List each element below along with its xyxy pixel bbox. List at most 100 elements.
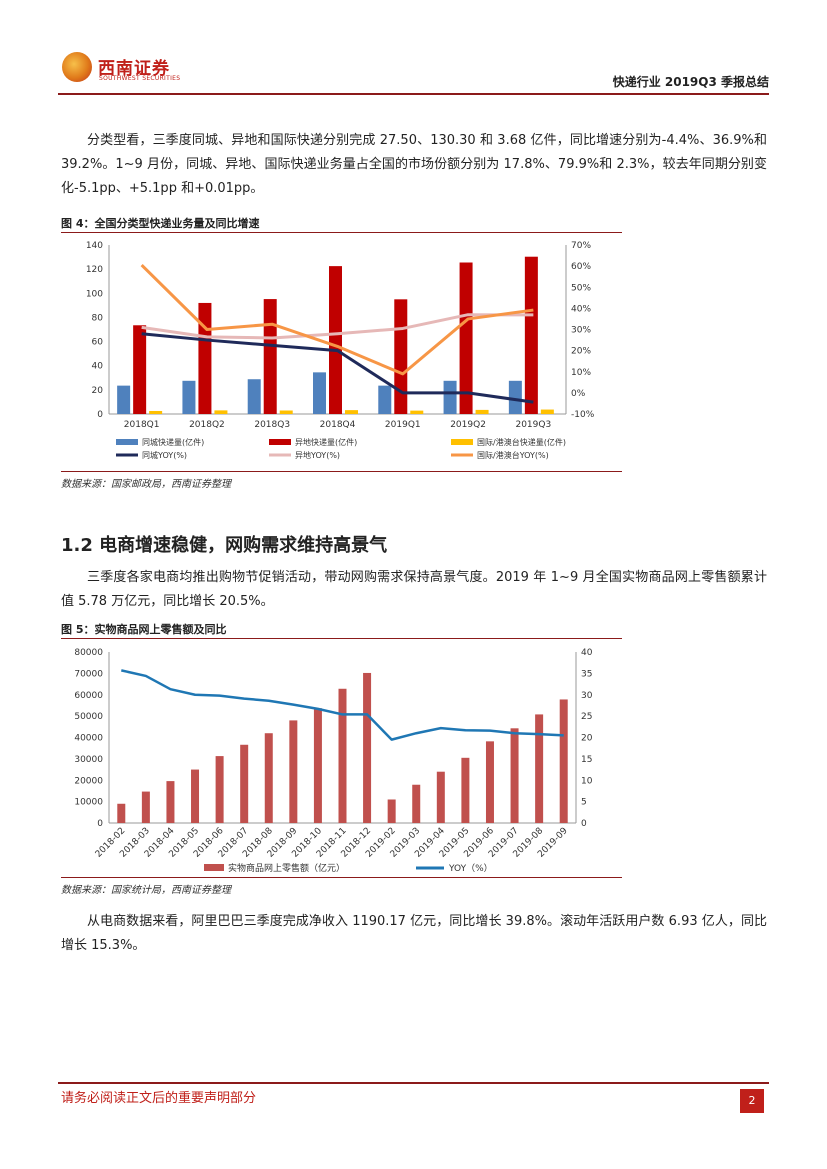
fig4-x-tick-label: 2018Q3 [254,420,290,430]
fig5-bar [289,720,298,823]
fig4-x-tick-label: 2018Q4 [320,420,356,430]
fig4-y-right-tick-label: -10% [571,410,595,420]
fig4-line-2 [141,313,534,340]
fig5-y-right-tick-label: 35 [581,669,592,679]
fig5-bar [461,757,470,823]
fig4-legend-swatch-bar-1 [116,439,138,445]
fig5-y-right-tick-label: 30 [581,691,593,701]
fig5-y-right-tick-label: 5 [581,798,587,808]
fig4-bar-3 [410,410,424,414]
fig5-y-right-tick-label: 15 [581,755,592,765]
figure-5-svg: 0 10000 20000 30000 40000 50000 60000 70000 8000… [74,648,593,874]
fig4-bar-2 [459,262,473,414]
fig5-bar [485,741,494,823]
figure-4-title: 图 4：全国分类型快递业务量及同比增速 [61,217,260,230]
figure-5-bottom-rule [61,877,622,878]
fig5-y-right-tick-label: 0 [581,819,587,829]
fig5-y-left-tick-label: 50000 [74,712,103,722]
fig4-bar-3 [214,410,228,414]
fig5-y-right-tick-label: 40 [581,648,593,658]
fig4-y-right-tick-label: 70% [571,241,591,251]
fig4-y-right-tick-label: 40% [571,304,591,314]
fig4-bar-3 [345,410,358,414]
fig4-y-right-tick-label: 60% [571,262,591,272]
brand-logo-subtext: SOUTHWEST SECURITIES [99,75,181,82]
fig4-y-left-tick-label: 100 [86,289,103,299]
fig4-bar-1 [182,380,196,414]
fig4-line-3 [140,264,534,376]
fig4-x-tick-label: 2019Q2 [450,420,486,430]
fig4-legend-label: 异地快递量(亿件) [295,437,357,447]
fig5-bar [117,803,126,823]
footer-notice: 请务必阅读正文后的重要声明部分 [61,1091,257,1106]
fig4-x-tick-label: 2018Q2 [189,420,225,430]
fig5-y-left-tick-label: 70000 [74,669,103,679]
fig4-legend-swatch-bar-3 [451,439,473,445]
fig5-bar [436,771,445,823]
fig4-bar-1 [443,380,457,414]
fig4-x-tick-label: 2019Q3 [515,420,551,430]
fig5-y-right-tick-label: 10 [581,776,593,786]
figure-4-svg: 0 20 40 60 80 100 120 140 -10% 0% 10% 20% 30% 40% 50% 6… [86,241,595,460]
fig5-bar [510,728,519,823]
fig4-bar-3 [149,410,163,414]
fig5-y-left-tick-label: 20000 [74,776,103,786]
fig4-y-right-tick-label: 0% [571,389,586,399]
fig4-bar-3 [475,409,489,414]
fig5-legend-label: YOY（%） [448,863,493,874]
fig5-y-right-tick-label: 20 [581,734,593,744]
fig4-bar-3 [279,410,293,414]
fig5-bar [141,791,150,823]
fig4-y-left-tick-label: 140 [86,241,103,251]
figure-5-chart: 0 10000 20000 30000 40000 50000 60000 70000 8000… [61,640,622,876]
fig5-bar [215,756,224,823]
paragraph-1-text: 分类型看，三季度同城、异地和国际快递分别完成 27.50、130.30 和 3.… [61,133,767,196]
fig4-bar-2 [394,299,408,414]
figure-5-top-rule [61,638,622,639]
fig5-bar [264,733,273,823]
paragraph-3: 从电商数据来看，阿里巴巴三季度完成净收入 1190.17 亿元，同比增长 39.… [61,910,767,958]
fig5-y-left-tick-label: 30000 [74,755,103,765]
fig5-bar [338,688,347,823]
fig5-bar [191,769,200,823]
figure-4-chart: 0 20 40 60 80 100 120 140 -10% 0% 10% 20% 30% 40% 50% 6… [61,234,622,470]
figure-4-top-rule [61,232,622,233]
fig4-bar-1 [378,385,392,414]
fig5-bar [240,744,249,823]
figure-5-source: 数据来源：国家统计局，西南证券整理 [61,885,231,896]
fig4-legend-label: 国际/港澳台快递量(亿件) [477,437,566,447]
fig4-legend-label: 异地YOY(%) [295,450,340,460]
fig4-bar-2 [198,302,212,414]
fig4-legend-label: 同城快递量(亿件) [142,437,204,447]
paragraph-2: 三季度各家电商均推出购物节促销活动，带动网购需求保持高景气度。2019 年 1~… [61,566,767,614]
fig5-y-right-tick-label: 25 [581,712,592,722]
report-title: 快递行业 2019Q3 季报总结 [612,75,769,89]
fig5-y-left-tick-label: 80000 [74,648,103,658]
section-heading: 1.2 电商增速稳健，网购需求维持高景气 [61,535,388,556]
footer-divider [58,1082,769,1084]
fig4-bar-2 [263,299,277,414]
fig5-bar [535,714,544,823]
fig4-line-1 [141,332,534,404]
fig5-bar [412,784,421,823]
fig5-bar [363,672,372,823]
fig4-y-left-tick-label: 20 [92,386,104,396]
figure-4-source: 数据来源：国家邮政局，西南证券整理 [61,479,231,490]
fig5-legend-label: 实物商品网上零售额（亿元） [228,862,345,874]
fig4-legend-label: 国际/港澳台YOY(%) [477,450,549,460]
brand-logo-text: 西南证券 [98,59,170,79]
fig5-legend-swatch-bar [204,864,224,871]
fig5-y-left-tick-label: 10000 [74,798,103,808]
fig4-bar-2 [524,256,538,414]
header-divider [58,93,769,95]
fig4-bar-1 [117,385,131,414]
fig5-bar [387,799,396,823]
fig4-y-left-tick-label: 40 [92,362,104,372]
fig4-bar-1 [247,379,261,414]
fig4-bar-1 [313,372,326,414]
fig4-legend-label: 同城YOY(%) [142,451,187,460]
fig4-y-right-tick-label: 50% [571,283,591,293]
fig4-x-tick-label: 2019Q1 [385,420,421,430]
fig4-y-left-tick-label: 80 [92,313,104,323]
fig4-y-left-tick-label: 120 [86,265,103,275]
